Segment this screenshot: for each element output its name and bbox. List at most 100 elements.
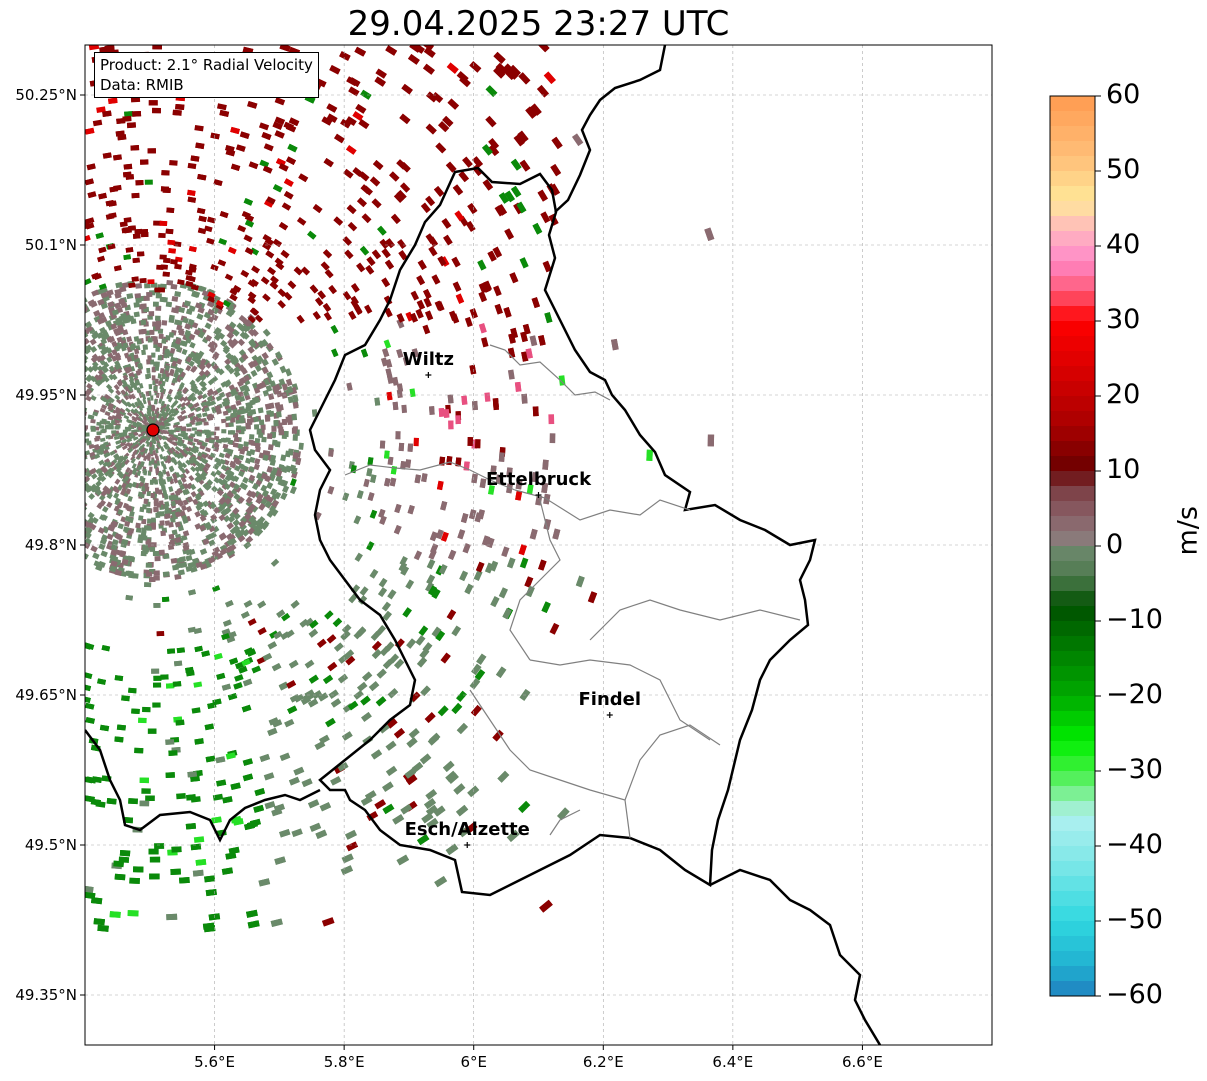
colorbar-step [1050, 756, 1095, 772]
colorbar-step [1050, 141, 1095, 157]
colorbar-tick-label: 20 [1106, 379, 1141, 410]
colorbar-step [1050, 606, 1095, 622]
colorbar-step [1050, 651, 1095, 667]
colorbar-step [1050, 411, 1095, 427]
colorbar-step [1050, 201, 1095, 217]
colorbar-step [1050, 861, 1095, 877]
colorbar-step [1050, 186, 1095, 202]
belgium-border [85, 729, 321, 843]
colorbar-step [1050, 981, 1095, 997]
x-tick-label: 6°E [460, 1053, 487, 1071]
colorbar-tick-label: −60 [1106, 979, 1163, 1010]
colorbar-step [1050, 306, 1095, 322]
colorbar-step [1050, 291, 1095, 307]
colorbar-step [1050, 966, 1095, 982]
colorbar-step [1050, 771, 1095, 787]
y-tick-label: 50.1°N [25, 236, 77, 254]
colorbar-step [1050, 456, 1095, 472]
colorbar-step [1050, 726, 1095, 742]
y-tick-label: 49.8°N [25, 536, 77, 554]
colorbar-step [1050, 501, 1095, 517]
place-markers: Wiltz Ettelbruck Findel Esch/Alzette [403, 349, 641, 848]
y-tick-label: 49.5°N [25, 836, 77, 854]
colorbar-step [1050, 591, 1095, 607]
colorbar-step [1050, 546, 1095, 562]
axis-ticks: 5.6°E 5.8°E 6°E 6.2°E 6.4°E 6.6°E 50.25°N 50.1°… [15, 86, 883, 1071]
x-tick-label: 5.8°E [324, 1053, 365, 1071]
x-tick-label: 6.6°E [842, 1053, 883, 1071]
colorbar-tick-label: −10 [1106, 604, 1163, 635]
product-info-box: Product: 2.1° Radial Velocity Data: RMIB [94, 52, 319, 98]
colorbar-step [1050, 816, 1095, 832]
canton-borders [344, 344, 801, 839]
colorbar-step [1050, 276, 1095, 292]
x-tick-label: 6.2°E [583, 1053, 624, 1071]
colorbar-step [1050, 471, 1095, 487]
colorbar-tick-label: 60 [1106, 79, 1141, 110]
colorbar-step [1050, 126, 1095, 142]
colorbar-tick-label: 10 [1106, 454, 1141, 485]
colorbar-step [1050, 666, 1095, 682]
colorbar-step [1050, 576, 1095, 592]
colorbar-unit-label: m/s [1172, 506, 1204, 556]
radar-site-marker [146, 423, 160, 437]
colorbar-step [1050, 876, 1095, 892]
data-source-label: Data: RMIB [100, 76, 184, 94]
colorbar-step [1050, 396, 1095, 412]
colorbar-tick-label: −50 [1106, 904, 1163, 935]
colorbar-ticks [1095, 95, 1101, 997]
colorbar-step [1050, 111, 1095, 127]
colorbar-step [1050, 801, 1095, 817]
place-label: Esch/Alzette [405, 819, 530, 840]
place-label: Findel [578, 689, 641, 710]
colorbar-tick-label: 50 [1106, 154, 1141, 185]
colorbar-step [1050, 846, 1095, 862]
colorbar-step [1050, 171, 1095, 187]
colorbar-tick-label: 40 [1106, 229, 1141, 260]
colorbar-step [1050, 561, 1095, 577]
map-title: 29.04.2025 23:27 UTC [347, 4, 730, 44]
x-tick-label: 6.4°E [712, 1053, 753, 1071]
y-tick-label: 49.65°N [15, 686, 77, 704]
product-label: Product: 2.1° Radial Velocity [100, 56, 313, 74]
colorbar-step [1050, 231, 1095, 247]
colorbar-step [1050, 516, 1095, 532]
place-label: Ettelbruck [486, 469, 592, 490]
colorbar-step [1050, 531, 1095, 547]
colorbar-step [1050, 741, 1095, 757]
colorbar-step [1050, 156, 1095, 172]
colorbar-step [1050, 96, 1095, 112]
colorbar-steps [1050, 96, 1095, 997]
colorbar-step [1050, 351, 1095, 367]
colorbar-step [1050, 786, 1095, 802]
colorbar-step [1050, 891, 1095, 907]
y-tick-label: 49.95°N [15, 386, 77, 404]
colorbar-step [1050, 246, 1095, 262]
france-border [709, 868, 882, 1045]
colorbar-step [1050, 696, 1095, 712]
colorbar-tick-label: −20 [1106, 679, 1163, 710]
y-tick-label: 49.35°N [15, 986, 77, 1004]
colorbar-step [1050, 621, 1095, 637]
colorbar-tick-label: 30 [1106, 304, 1141, 335]
colorbar-step [1050, 261, 1095, 277]
germany-border [554, 45, 667, 213]
y-tick-label: 50.25°N [15, 86, 77, 104]
colorbar-step [1050, 426, 1095, 442]
colorbar-step [1050, 711, 1095, 727]
x-tick-label: 5.6°E [194, 1053, 235, 1071]
colorbar-step [1050, 336, 1095, 352]
colorbar-step [1050, 486, 1095, 502]
colorbar-step [1050, 936, 1095, 952]
colorbar-step [1050, 366, 1095, 382]
colorbar-step [1050, 636, 1095, 652]
colorbar-step [1050, 921, 1095, 937]
place-label: Wiltz [403, 349, 454, 370]
colorbar-step [1050, 216, 1095, 232]
colorbar-step [1050, 381, 1095, 397]
country-border [308, 166, 817, 897]
colorbar-step [1050, 441, 1095, 457]
colorbar-step [1050, 831, 1095, 847]
colorbar-tick-label: 0 [1106, 529, 1124, 560]
